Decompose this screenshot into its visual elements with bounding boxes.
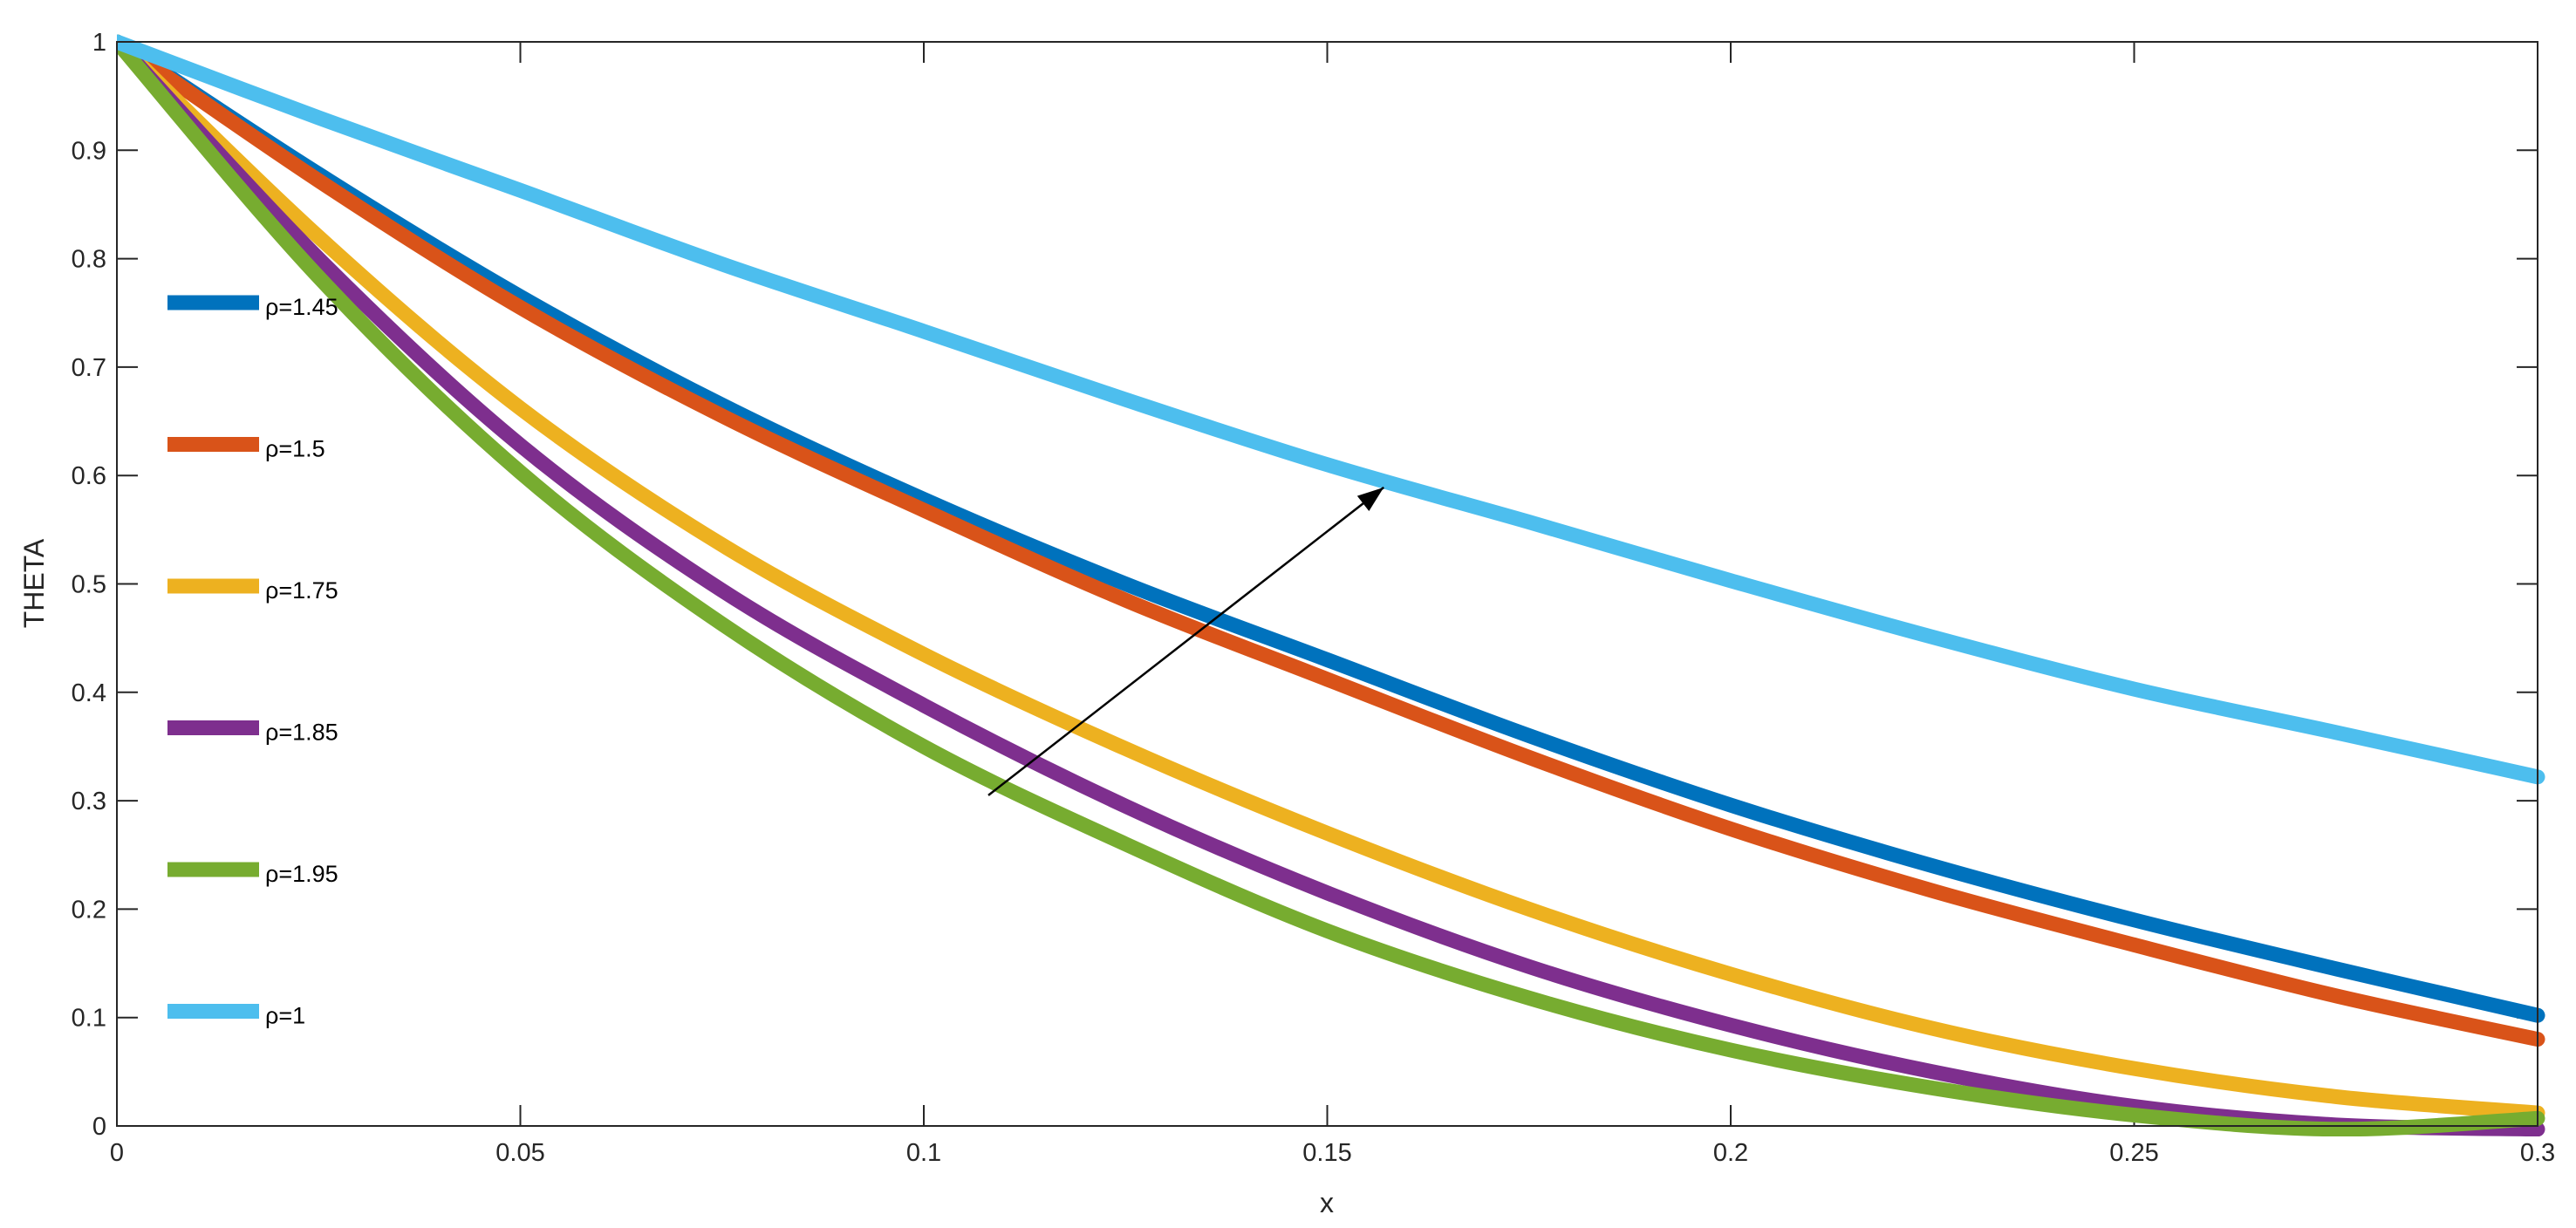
series-line-2 — [117, 34, 2545, 1121]
y-tick-label: 0 — [92, 1113, 106, 1141]
axes-box — [116, 41, 2538, 1127]
x-tick-label: 0.3 — [2520, 1139, 2555, 1167]
legend-label: ρ=1.5 — [265, 436, 325, 462]
y-tick-label: 0.3 — [72, 788, 106, 815]
annotation-arrow — [987, 486, 1385, 796]
x-tick-label: 0.1 — [906, 1139, 941, 1167]
series-line-3 — [117, 34, 2545, 1136]
x-tick-label: 0.15 — [1302, 1139, 1351, 1167]
y-tick-label: 0.4 — [72, 679, 106, 707]
legend-label: ρ=1.95 — [265, 861, 338, 887]
series-line-1 — [117, 34, 2545, 1047]
legend-label: ρ=1.45 — [265, 294, 338, 320]
legend-label: ρ=1.75 — [265, 577, 338, 604]
y-tick-label: 0.2 — [72, 896, 106, 924]
arrow-head — [1356, 487, 1384, 511]
y-tick-label: 0.7 — [72, 354, 106, 382]
arrow-shaft — [987, 486, 1385, 796]
x-tick-label: 0.05 — [495, 1139, 544, 1167]
legend: ρ=1.45 ρ=1.5 ρ=1.75 ρ=1.85 ρ=1.95 ρ=1 — [167, 294, 338, 1029]
legend-label: ρ=1.85 — [265, 720, 338, 746]
series-line-0 — [117, 34, 2545, 1023]
legend-label: ρ=1 — [265, 1003, 305, 1029]
x-tick-label: 0 — [110, 1139, 124, 1167]
series-lines — [117, 34, 2545, 1136]
y-tick-label: 0.9 — [72, 137, 106, 165]
x-tick-labels: 0 0.05 0.1 0.15 0.2 0.25 0.3 — [110, 1139, 2555, 1167]
y-tick-label: 1 — [92, 29, 106, 57]
y-tick-label: 0.5 — [72, 571, 106, 599]
series-line-5 — [117, 34, 2545, 785]
y-tick-label: 0.8 — [72, 246, 106, 274]
y-axis-label: THETA — [18, 538, 50, 628]
series-line-4 — [117, 34, 2545, 1136]
plot-area — [117, 42, 2538, 1126]
y-tick-label: 0.6 — [72, 462, 106, 490]
y-tick-labels: 0 0.1 0.2 0.3 0.4 0.5 0.6 0.7 0.8 0.9 1 — [72, 29, 106, 1141]
y-tick-label: 0.1 — [72, 1005, 106, 1033]
x-axis-label: x — [1320, 1187, 1334, 1218]
x-tick-label: 0.2 — [1713, 1139, 1748, 1167]
x-tick-label: 0.25 — [2109, 1139, 2158, 1167]
